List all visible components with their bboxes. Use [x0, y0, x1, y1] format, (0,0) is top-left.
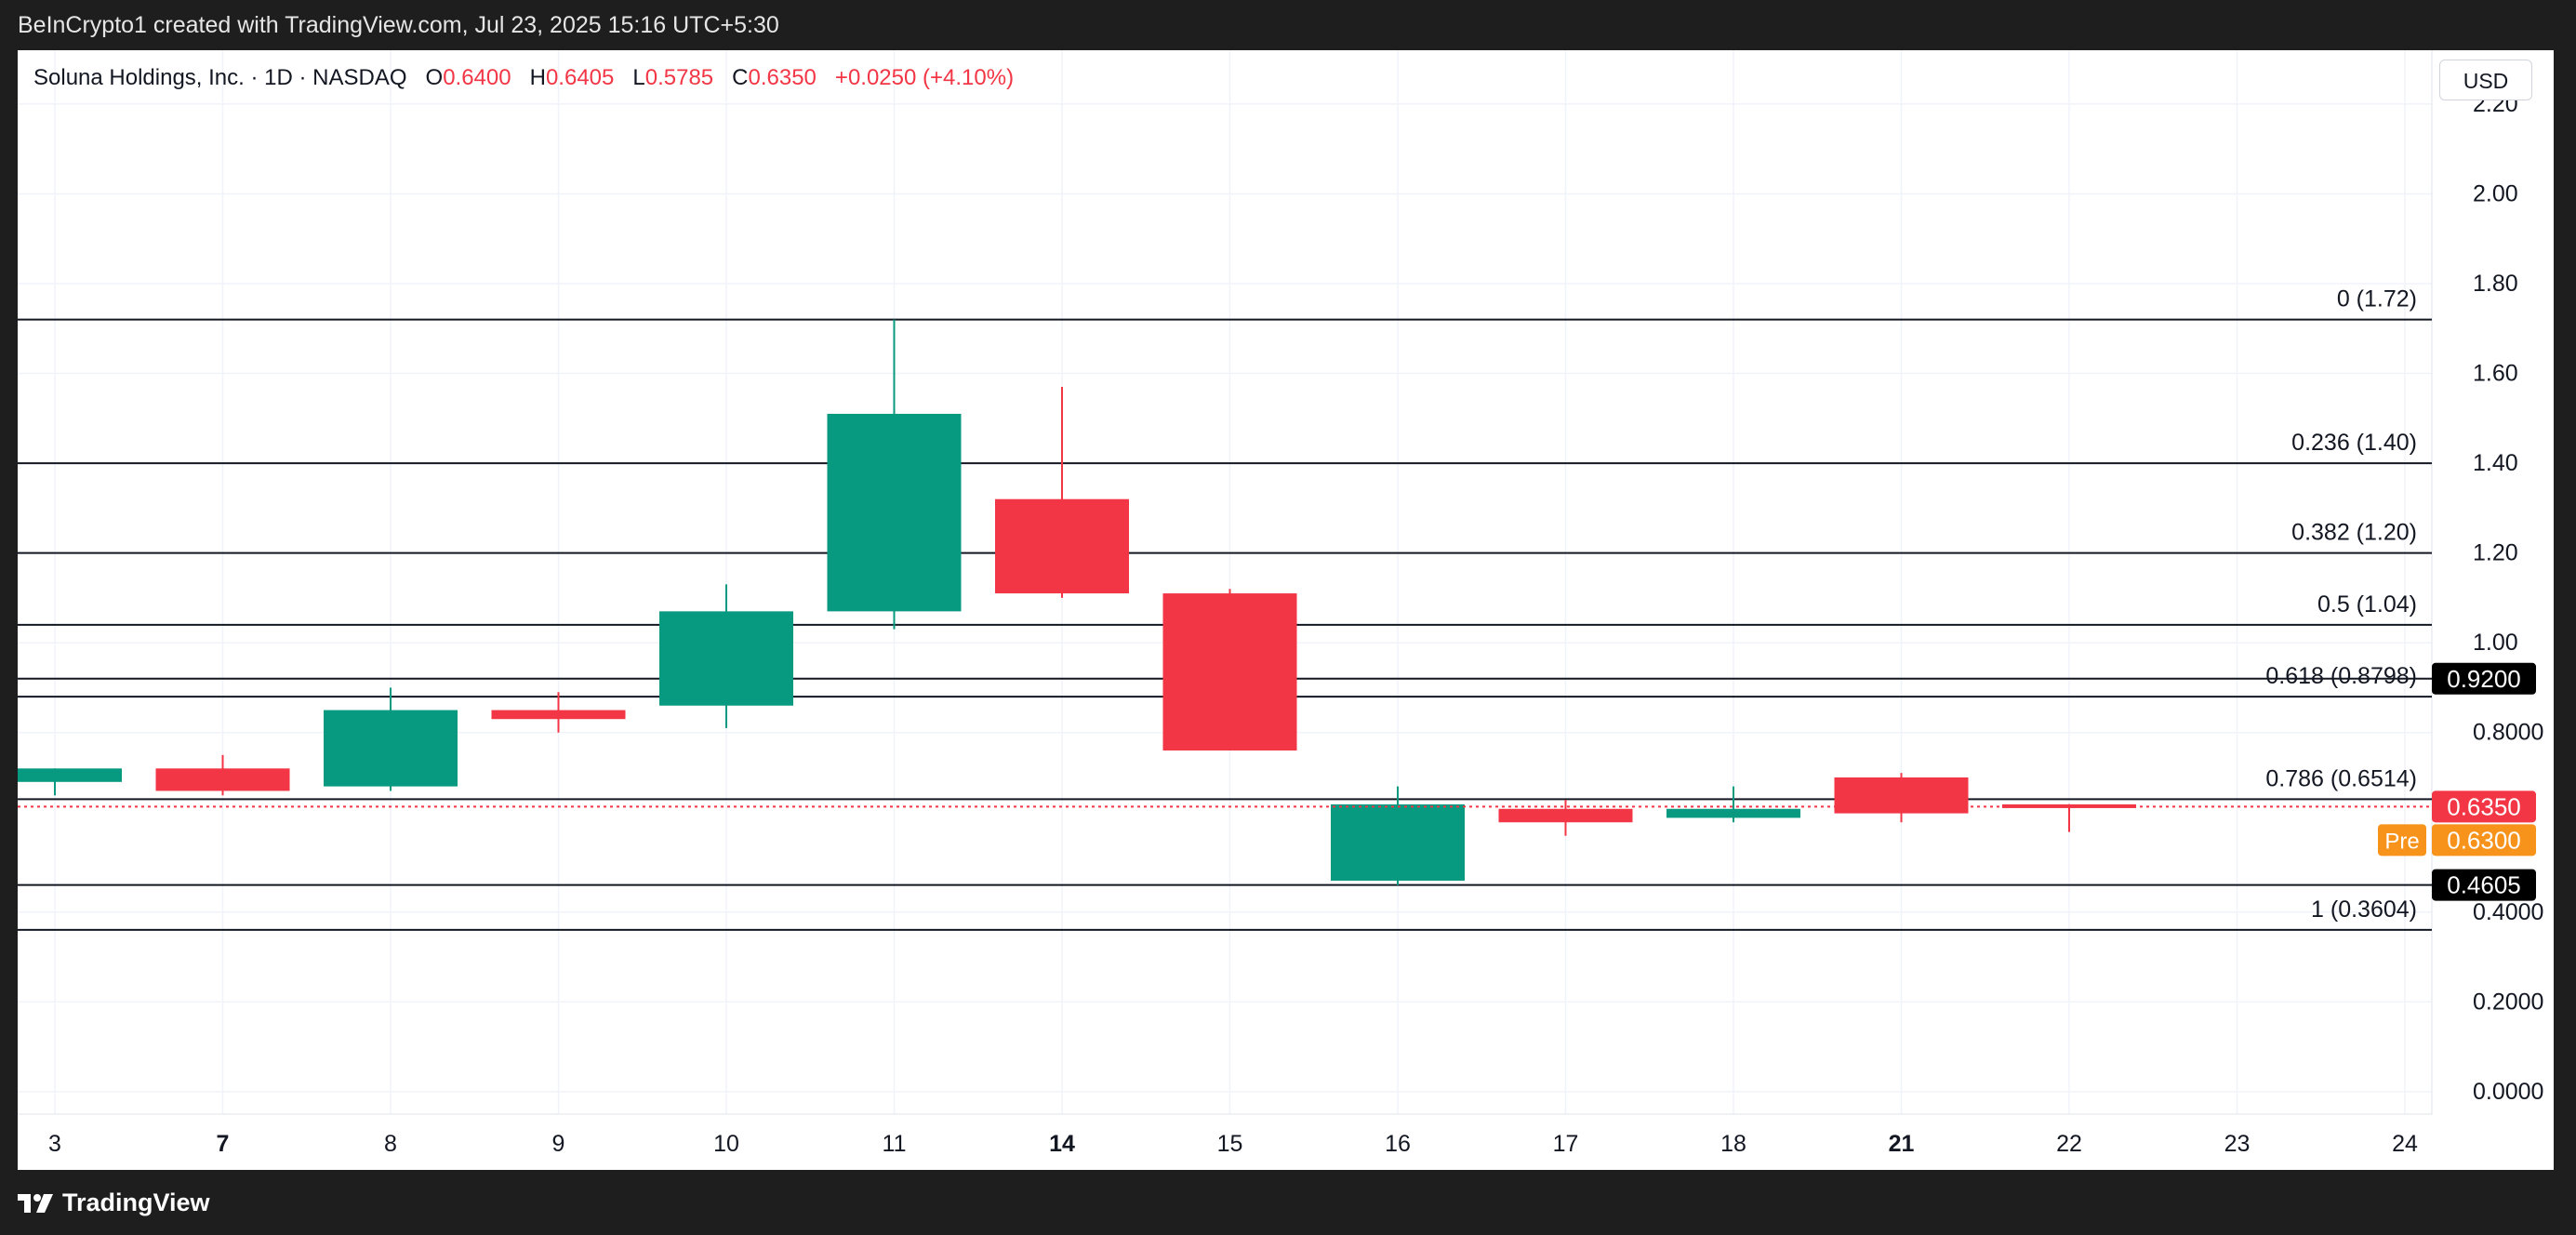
x-tick-label: 11 [883, 1131, 907, 1157]
fib-level-label: 0 (1.72) [2337, 286, 2417, 312]
currency-button[interactable]: USD [2439, 60, 2532, 100]
y-tick-label: 1.60 [2473, 361, 2518, 387]
candle-body[interactable] [1834, 777, 1969, 814]
x-tick-label: 15 [1217, 1131, 1243, 1157]
tradingview-logo[interactable]: TradingView [18, 1189, 210, 1217]
y-tick-label: 0.0000 [2473, 1079, 2543, 1105]
open-label: O [425, 65, 444, 90]
candle-body[interactable] [155, 768, 290, 791]
x-tick-label: 14 [1049, 1131, 1075, 1157]
y-tick-label: 1.80 [2473, 271, 2518, 297]
candle-body[interactable] [18, 768, 122, 782]
pre-market-tag-bg [2378, 824, 2426, 857]
last-price-tag-label: 0.6350 [2447, 792, 2521, 820]
symbol-name: Soluna Holdings, Inc. · 1D · NASDAQ [33, 65, 407, 90]
close-value: 0.6350 [748, 65, 817, 90]
attribution-bar: BeInCrypto1 created with TradingView.com… [0, 0, 2576, 50]
symbol-legend: Soluna Holdings, Inc. · 1D · NASDAQ O0.6… [33, 65, 1014, 91]
pre-market-tag-label: Pre [2384, 829, 2419, 854]
high-label: H [529, 65, 546, 90]
tradingview-brand-text: TradingView [62, 1189, 210, 1216]
high-value: 0.6405 [545, 65, 615, 90]
x-tick-label: 18 [1720, 1131, 1746, 1157]
y-tick-label: 1.00 [2473, 630, 2518, 656]
x-tick-label: 10 [713, 1131, 739, 1157]
fib-level-label: 1 (0.3604) [2311, 896, 2417, 923]
pre-market-price-label: 0.6300 [2447, 826, 2521, 854]
y-tick-label: 0.4000 [2473, 899, 2543, 925]
y-tick-label: 2.00 [2473, 180, 2518, 206]
x-tick-label: 23 [2224, 1131, 2251, 1157]
x-tick-label: 7 [217, 1131, 230, 1157]
y-tick-label: 0.8000 [2473, 720, 2543, 746]
x-tick-label: 21 [1889, 1131, 1915, 1157]
attribution-text: BeInCrypto1 created with TradingView.com… [18, 12, 779, 38]
x-tick-label: 17 [1553, 1131, 1579, 1157]
close-label: C [732, 65, 749, 90]
candle-body[interactable] [1162, 593, 1297, 751]
footer-bar: TradingView [0, 1170, 2576, 1235]
x-tick-label: 3 [48, 1131, 61, 1157]
x-tick-label: 9 [552, 1131, 565, 1157]
x-tick-label: 16 [1385, 1131, 1411, 1157]
candle-body[interactable] [659, 611, 793, 706]
candle-body[interactable] [1498, 808, 1633, 823]
candle-body[interactable] [995, 498, 1129, 594]
horizontal-level-tag-bg [2432, 662, 2536, 695]
candle-body[interactable] [827, 413, 962, 612]
pre-market-price-tag-bg [2432, 824, 2536, 857]
low-label: L [632, 65, 645, 90]
horizontal-level-tag-label: 0.4605 [2447, 871, 2521, 899]
y-tick-label: 0.2000 [2473, 989, 2543, 1015]
tradingview-logo-icon [18, 1193, 53, 1213]
candle-body[interactable] [491, 710, 626, 720]
chart-area[interactable]: 0.0000 0.2000 0.4000 0.8000 1.00 1.20 1.40 1.60… [18, 50, 2554, 1170]
horizontal-level-tag-bg [2432, 869, 2536, 901]
horizontal-level-tag-label: 0.9200 [2447, 665, 2521, 693]
x-tick-label: 8 [384, 1131, 397, 1157]
fib-level-label: 0.5 (1.04) [2317, 591, 2417, 618]
y-tick-label: 1.40 [2473, 450, 2518, 476]
change-value: +0.0250 (+4.10%) [834, 65, 1015, 90]
candle-body[interactable] [1666, 808, 1800, 818]
fib-level-label: 0.236 (1.40) [2291, 430, 2417, 456]
fib-level-label: 0.786 (0.6514) [2265, 765, 2417, 791]
x-tick-label: 24 [2392, 1131, 2418, 1157]
y-tick-label: 1.20 [2473, 540, 2518, 566]
fib-level-label: 0.618 (0.8798) [2265, 663, 2417, 689]
open-value: 0.6400 [443, 65, 511, 90]
x-tick-label: 22 [2056, 1131, 2082, 1157]
low-value: 0.5785 [644, 65, 714, 90]
candlestick-chart[interactable]: 0.0000 0.2000 0.4000 0.8000 1.00 1.20 1.40 1.60… [18, 50, 2554, 1170]
last-price-tag-bg [2432, 790, 2536, 823]
fib-level-label: 0.382 (1.20) [2291, 520, 2417, 546]
candle-body[interactable] [1331, 803, 1465, 881]
candle-body[interactable] [324, 710, 458, 787]
